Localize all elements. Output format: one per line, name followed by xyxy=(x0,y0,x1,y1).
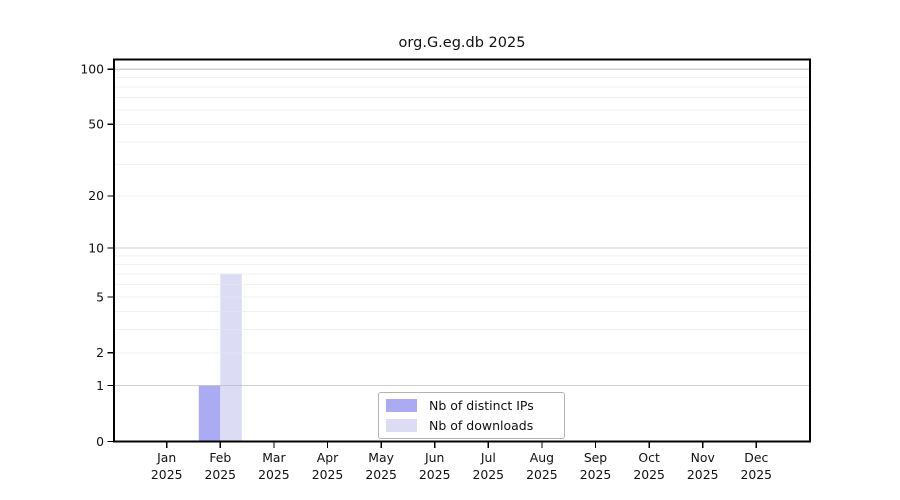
legend-swatch-distinct-ips xyxy=(386,399,417,412)
x-tick-label-month-jul: Jul xyxy=(480,450,496,465)
x-tick-label-month-may: May xyxy=(368,450,394,465)
x-tick-label-year-dec: 2025 xyxy=(741,467,773,482)
x-tick-label-month-aug: Aug xyxy=(530,450,554,465)
legend-entry-distinct-ips: Nb of distinct IPs xyxy=(386,398,556,413)
y-tick-label-50: 50 xyxy=(88,117,104,132)
x-tick-label-year-jun: 2025 xyxy=(419,467,451,482)
y-tick-label-2: 2 xyxy=(96,345,104,360)
x-tick-label-month-jun: Jun xyxy=(424,450,444,465)
bars xyxy=(198,273,242,442)
y-gridlines xyxy=(114,68,810,387)
x-tick-label-year-aug: 2025 xyxy=(526,467,558,482)
x-tick-label-month-dec: Dec xyxy=(744,450,768,465)
x-tick-label-month-apr: Apr xyxy=(317,450,339,465)
x-tick-label-year-nov: 2025 xyxy=(687,467,719,482)
x-tick-label-month-sep: Sep xyxy=(584,450,607,465)
x-tick-label-month-jan: Jan xyxy=(156,450,176,465)
y-tick-label-10: 10 xyxy=(88,240,104,255)
y-tick-label-20: 20 xyxy=(88,188,104,203)
x-tick-label-year-oct: 2025 xyxy=(633,467,665,482)
legend: Nb of distinct IPs Nb of downloads xyxy=(378,392,565,439)
legend-label-downloads: Nb of downloads xyxy=(429,418,534,433)
x-tick-label-year-may: 2025 xyxy=(365,467,397,482)
x-tick-label-month-feb: Feb xyxy=(209,450,231,465)
x-tick-label-year-mar: 2025 xyxy=(258,467,290,482)
bar-distinct-ips-feb xyxy=(198,385,221,442)
x-tick-label-year-apr: 2025 xyxy=(312,467,344,482)
legend-label-distinct-ips: Nb of distinct IPs xyxy=(429,398,534,413)
legend-entry-downloads: Nb of downloads xyxy=(386,418,556,433)
x-tick-label-month-mar: Mar xyxy=(262,450,286,465)
axes-frame xyxy=(113,58,811,443)
x-tick-label-year-sep: 2025 xyxy=(580,467,612,482)
y-tick-label-100: 100 xyxy=(80,62,104,77)
y-tick-label-0: 0 xyxy=(96,434,104,449)
y-tick-label-1: 1 xyxy=(96,378,104,393)
x-tick-label-month-nov: Nov xyxy=(691,450,715,465)
chart-title: org.G.eg.db 2025 xyxy=(398,35,526,51)
y-axis: 0 1 2 5 10 20 50 100 xyxy=(80,62,114,449)
y-tick-label-5: 5 xyxy=(96,289,104,304)
x-tick-label-year-jan: 2025 xyxy=(151,467,183,482)
x-axis: Jan 2025 Feb 2025 Mar 2025 Apr 2025 May 2025 Jun 20… xyxy=(151,441,773,482)
x-tick-label-year-feb: 2025 xyxy=(205,467,237,482)
x-tick-label-month-oct: Oct xyxy=(638,450,660,465)
bar-downloads-feb xyxy=(220,273,242,442)
legend-swatch-downloads xyxy=(386,419,417,432)
x-tick-label-year-jul: 2025 xyxy=(473,467,505,482)
